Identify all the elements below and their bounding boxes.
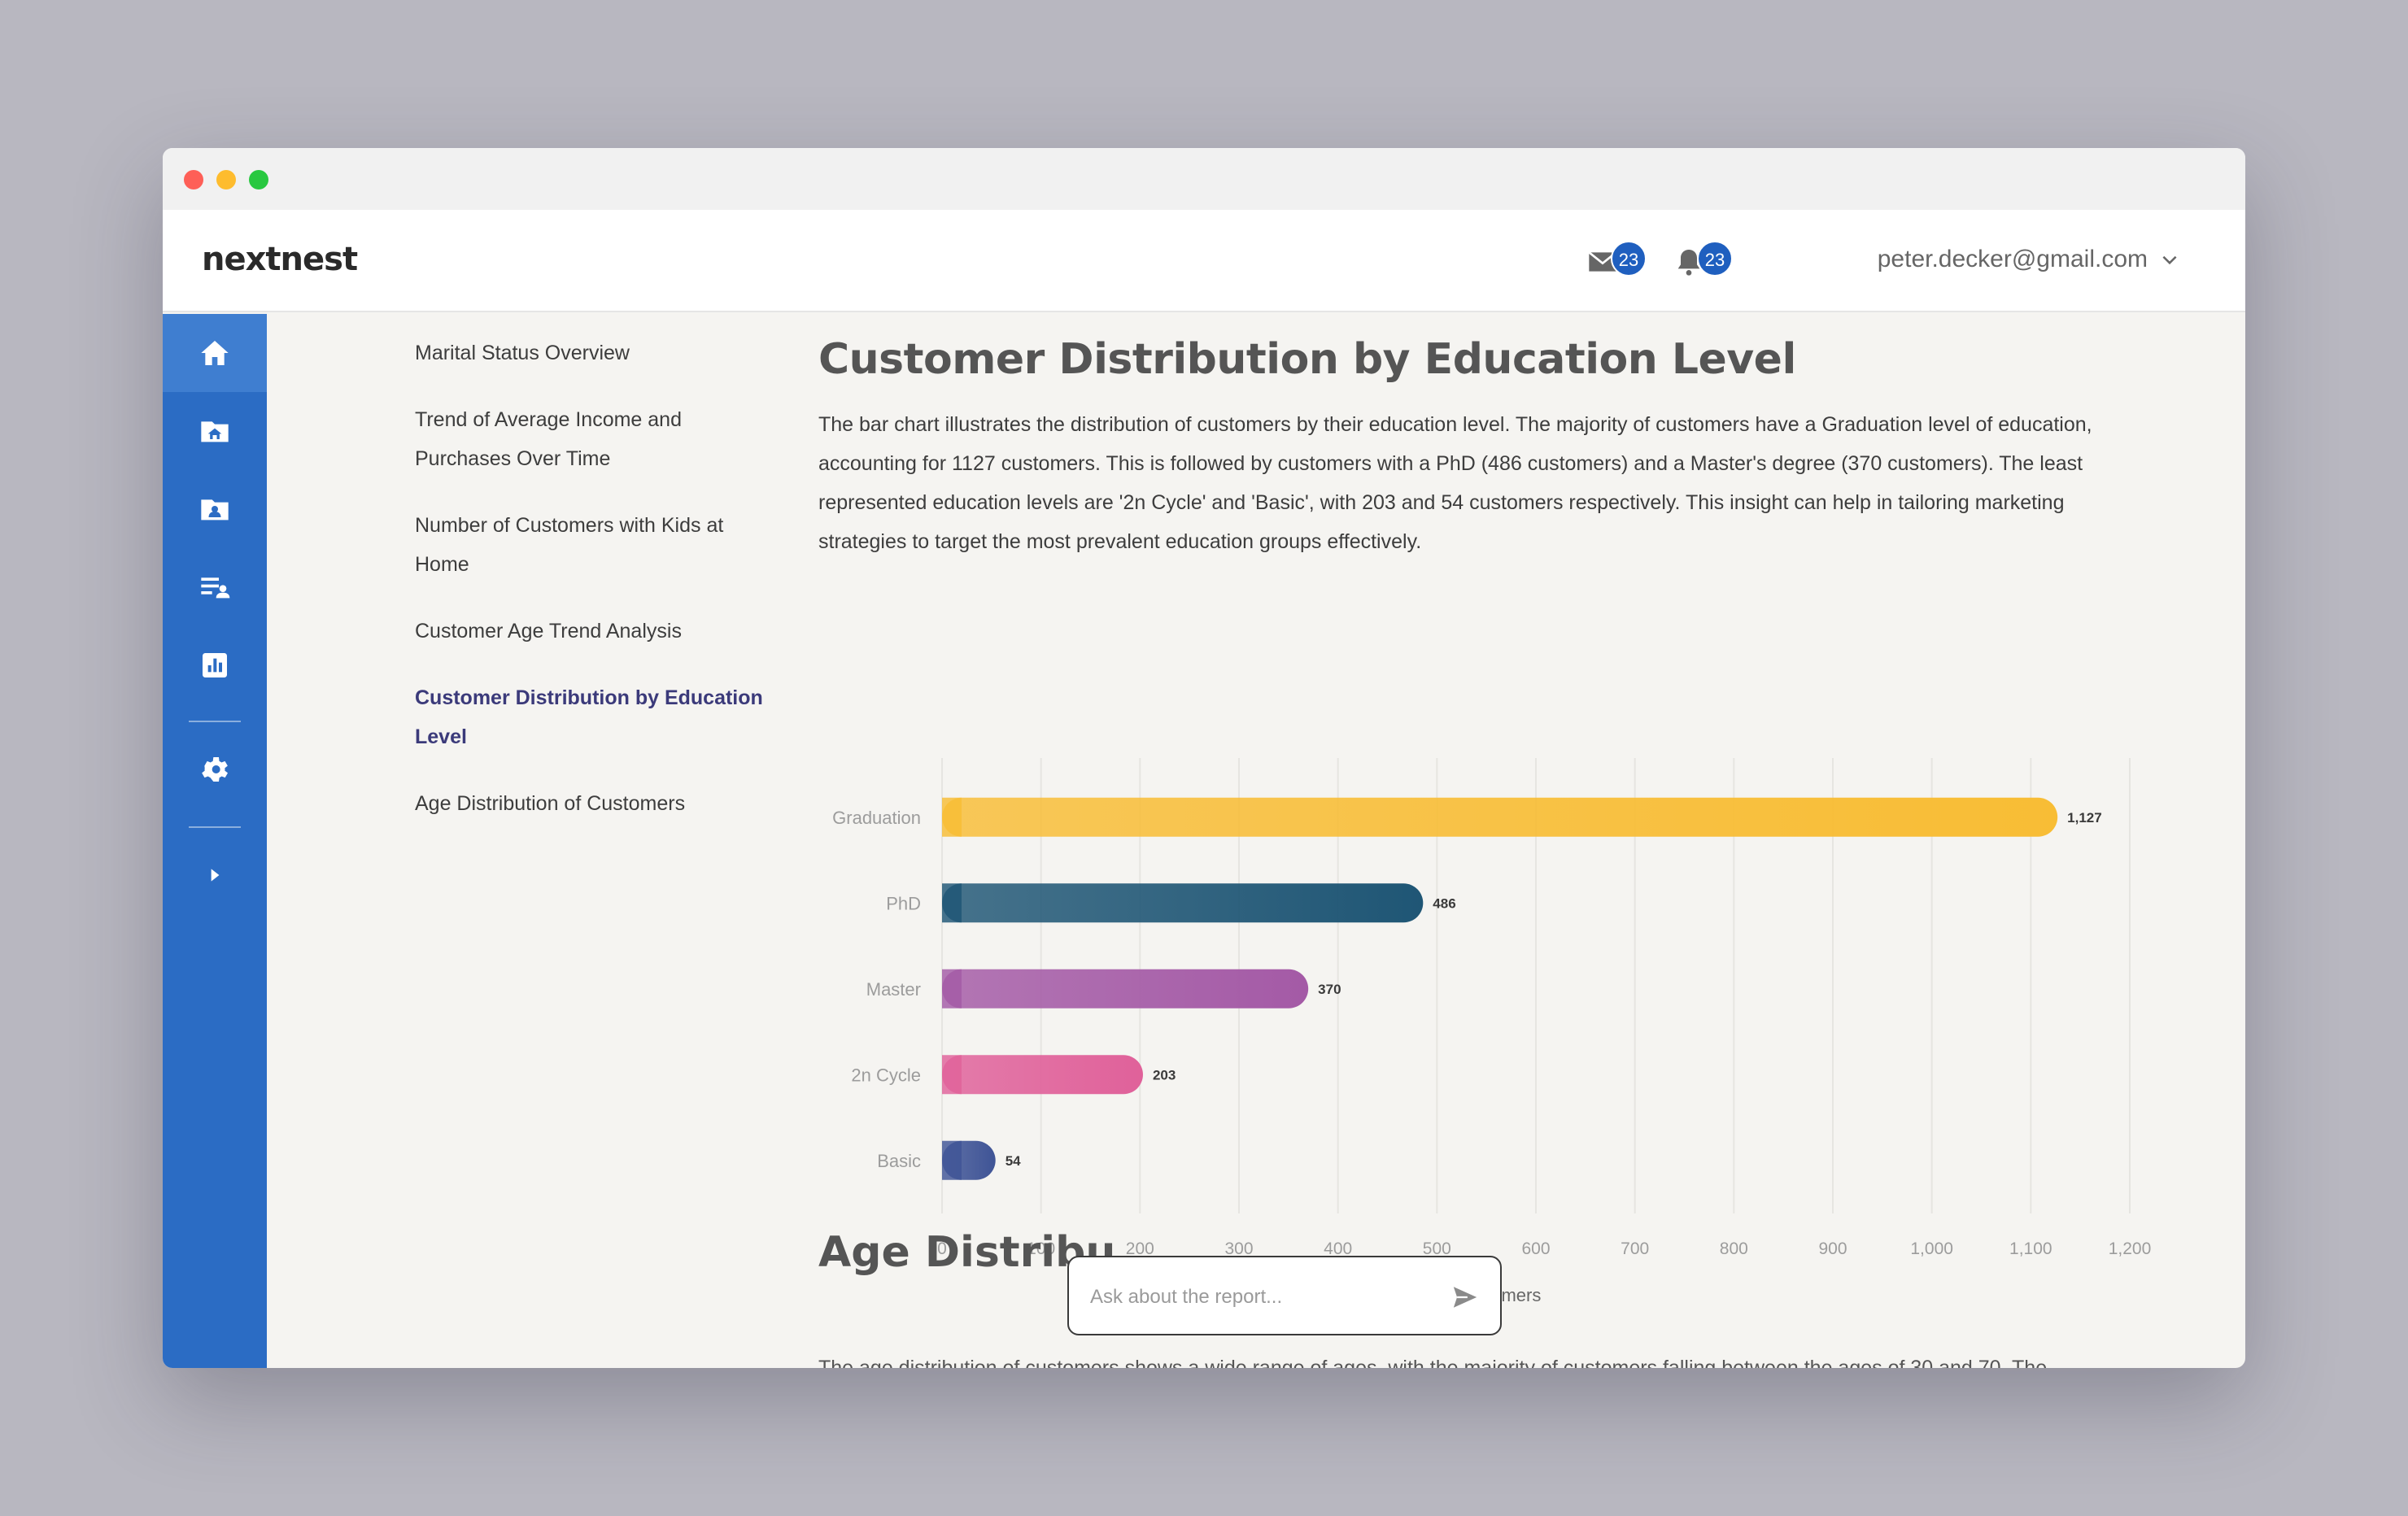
top-header: nextnest 23 23 peter.decker@gmail.com [163, 210, 2245, 312]
user-menu[interactable]: peter.decker@gmail.com [1878, 246, 2180, 273]
x-tick-label: 900 [1818, 1239, 1847, 1258]
user-email: peter.decker@gmail.com [1877, 246, 2148, 272]
sidebar-expand-button[interactable] [163, 836, 267, 914]
x-tick-label: 600 [1521, 1239, 1550, 1258]
next-section-text-peek: The age distribution of customers shows … [818, 1357, 2048, 1368]
sidebar-user-list[interactable] [163, 548, 267, 626]
report-toc: Marital Status Overview Trend of Average… [415, 333, 773, 851]
sidebar [163, 314, 267, 1368]
section-description: The bar chart illustrates the distributi… [818, 413, 2092, 553]
data-label: 203 [1153, 1067, 1176, 1083]
bar-chart-icon [203, 653, 227, 677]
toc-item-marital-status[interactable]: Marital Status Overview [415, 342, 630, 364]
sidebar-divider [189, 826, 241, 828]
bar-base [942, 1055, 962, 1095]
bar-phd[interactable] [942, 883, 1424, 923]
close-window-button[interactable] [184, 170, 203, 190]
sidebar-divider [189, 721, 241, 722]
y-category-label: 2n Cycle [851, 1065, 921, 1085]
sidebar-folder-user[interactable] [163, 470, 267, 548]
data-label: 370 [1318, 982, 1341, 997]
education-bar-chart: 0 100 200 300 400 500 600 700 800 900 1,000 1,100 1,… [832, 758, 2152, 1305]
bar-base [942, 1140, 962, 1180]
mail-button[interactable]: 23 [1586, 241, 1647, 278]
sidebar-home[interactable] [163, 314, 267, 392]
bar-base [942, 797, 962, 837]
bar-base [942, 969, 962, 1008]
y-category-label: Master [866, 979, 921, 1000]
bar-base [942, 883, 962, 923]
section-title: Customer Distribution by Education Level [818, 335, 1796, 384]
ask-report-input[interactable] [1088, 1277, 1433, 1318]
ask-report-box [1067, 1256, 1502, 1335]
toc-item-income-trend[interactable]: Trend of Average Income and Purchases Ov… [415, 408, 682, 470]
x-tick-label: 1,200 [2109, 1239, 2152, 1258]
x-tick-label: 800 [1720, 1239, 1748, 1258]
data-label: 54 [1006, 1153, 1021, 1169]
sidebar-folder-home[interactable] [163, 392, 267, 470]
gear-icon [202, 757, 228, 782]
x-tick-label: 700 [1621, 1239, 1649, 1258]
title-bar [163, 148, 2245, 210]
chevron-right-icon [211, 869, 220, 882]
x-tick-label: 500 [1423, 1239, 1451, 1258]
data-label: 486 [1433, 895, 1455, 911]
x-tick-label: 1,000 [1910, 1239, 1953, 1258]
x-tick-label: 300 [1224, 1239, 1253, 1258]
data-label: 1,127 [2067, 810, 2102, 826]
x-tick-label: 100 [1027, 1239, 1055, 1258]
y-category-label: Basic [877, 1151, 921, 1171]
logo: nextnest [202, 241, 358, 278]
toc-item-kids-at-home[interactable]: Number of Customers with Kids at Home [415, 514, 724, 576]
sidebar-settings[interactable] [163, 730, 267, 808]
notifications-button[interactable]: 23 [1673, 241, 1733, 278]
folder-user-icon [201, 499, 229, 521]
toc-item-education-level[interactable]: Customer Distribution by Education Level [415, 686, 763, 748]
y-category-label: PhD [886, 893, 921, 913]
chevron-down-icon [2162, 255, 2177, 265]
home-icon [201, 341, 229, 365]
bar-master[interactable] [942, 969, 1309, 1008]
toc-item-age-trend[interactable]: Customer Age Trend Analysis [415, 620, 682, 643]
notification-count-badge: 23 [1697, 241, 1733, 277]
bell-icon [1677, 250, 1700, 276]
x-tick-label: 0 [937, 1239, 947, 1258]
y-category-label: Graduation [832, 808, 921, 828]
bar-2n-cycle[interactable] [942, 1055, 1143, 1095]
x-tick-label: 200 [1126, 1239, 1154, 1258]
x-tick-label: 1,100 [2009, 1239, 2052, 1258]
sidebar-reports[interactable] [163, 626, 267, 704]
report-content: Customer Distribution by Education Level… [818, 335, 2153, 1305]
next-section-title: Age Distribu [818, 1228, 1116, 1277]
folder-home-icon [201, 421, 229, 442]
minimize-window-button[interactable] [216, 170, 236, 190]
maximize-window-button[interactable] [249, 170, 268, 190]
toc-item-age-distribution[interactable]: Age Distribution of Customers [415, 792, 686, 815]
user-list-icon [201, 577, 230, 599]
send-icon[interactable] [1451, 1283, 1479, 1311]
bar-graduation[interactable] [942, 797, 2058, 837]
x-tick-label: 400 [1324, 1239, 1352, 1258]
app-window: nextnest 23 23 peter.decker@gmail.com [163, 148, 2245, 1368]
mail-count-badge: 23 [1611, 241, 1647, 277]
